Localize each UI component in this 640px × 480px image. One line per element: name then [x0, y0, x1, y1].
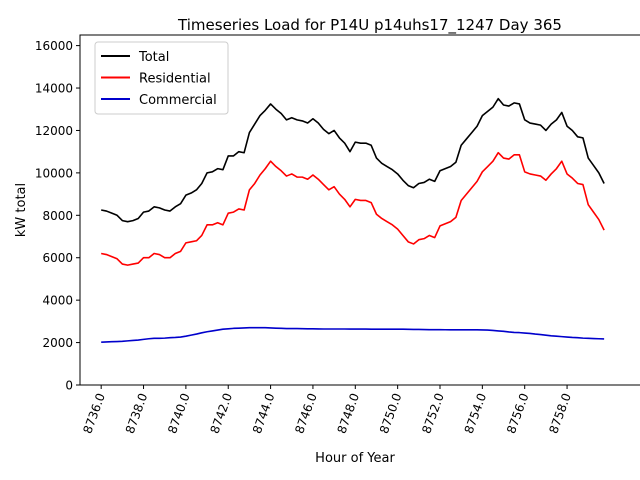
x-tick-label: 8738.0 [123, 391, 151, 435]
series-line-residential [101, 151, 605, 266]
x-tick-label: 8744.0 [250, 391, 278, 435]
y-tick-label: 4000 [42, 294, 73, 308]
x-tick-label: 8754.0 [462, 391, 490, 435]
x-tick-label: 8750.0 [377, 391, 405, 435]
x-tick-label: 8742.0 [208, 391, 236, 435]
series-layer [101, 97, 605, 343]
y-tick-label: 16000 [35, 39, 73, 53]
y-tick-label: 14000 [35, 82, 73, 96]
y-axis-label: kW total [14, 183, 29, 237]
plot-frame [79, 34, 640, 386]
x-tick-label: 8740.0 [165, 391, 193, 435]
legend-label-residential: Residential [139, 72, 211, 87]
legend-box [94, 41, 229, 115]
legend-label-commercial: Commercial [139, 93, 217, 108]
chart-title: Timeseries Load for P14U p14uhs17_1247 D… [177, 16, 562, 35]
x-axis: 8736.0 8738.0 8740.0 8742.0 8744.0 8746.0 8748… [80, 385, 574, 435]
y-axis: 0 2000 4000 6000 8000 10000 12000 14000 16000 [35, 39, 80, 393]
y-tick-label: 0 [65, 379, 73, 393]
x-axis-label: Hour of Year [315, 451, 395, 466]
y-tick-label: 2000 [42, 336, 73, 350]
legend: Total Residential Commercial [94, 41, 229, 115]
legend-label-total: Total [138, 50, 169, 65]
y-tick-label: 12000 [35, 124, 73, 138]
series-line-commercial [101, 326, 605, 343]
x-tick-label: 8756.0 [504, 391, 532, 435]
y-tick-label: 10000 [35, 166, 73, 180]
x-tick-label: 8736.0 [80, 391, 108, 435]
plot-area [79, 34, 640, 386]
series-line-total [101, 97, 605, 223]
x-tick-label: 8752.0 [419, 391, 447, 435]
y-tick-label: 8000 [42, 209, 73, 223]
x-tick-label: 8746.0 [292, 391, 320, 435]
x-tick-label: 8748.0 [335, 391, 363, 435]
x-tick-label: 8758.0 [546, 391, 574, 435]
y-tick-label: 6000 [42, 251, 73, 265]
